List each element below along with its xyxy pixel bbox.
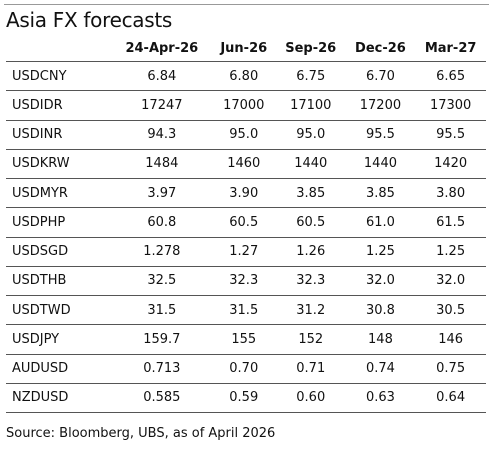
forecast-cell: 148: [345, 324, 416, 355]
forecast-cell: 17300: [415, 90, 486, 121]
forecast-cell: 1484: [112, 149, 212, 180]
forecast-cell: 60.5: [275, 207, 346, 238]
forecast-cell: 31.5: [112, 295, 212, 326]
forecast-cell: 17247: [112, 90, 212, 121]
forecast-cell: 94.3: [112, 120, 212, 150]
column-header: Dec-26: [345, 36, 416, 62]
forecast-cell: 31.5: [211, 295, 276, 326]
pair-label: USDINR: [6, 120, 112, 150]
column-header: Sep-26: [275, 36, 346, 62]
forecast-cell: 1.278: [112, 237, 212, 267]
forecast-cell: 60.8: [112, 207, 212, 238]
forecast-cell: 95.0: [211, 120, 276, 150]
column-header: 24-Apr-26: [112, 36, 212, 62]
forecast-cell: 61.5: [415, 207, 486, 238]
forecast-cell: 1.25: [415, 237, 486, 267]
forecast-cell: 0.60: [275, 383, 346, 414]
forecast-cell: 0.74: [345, 354, 416, 384]
forecast-cell: 30.8: [345, 295, 416, 326]
forecast-cell: 3.90: [211, 178, 276, 209]
forecast-cell: 146: [415, 324, 486, 355]
forecast-cell: 152: [275, 324, 346, 355]
forecast-cell: 3.80: [415, 178, 486, 209]
forecast-cell: 0.59: [211, 383, 276, 414]
fx-table: 24-Apr-26 Jun-26 Sep-26 Dec-26 Mar-27 USDCNY…: [6, 36, 486, 414]
forecast-cell: 1460: [211, 149, 276, 180]
forecast-cell: 0.64: [415, 383, 486, 414]
title: Asia FX forecasts: [6, 8, 173, 32]
forecast-cell: 32.3: [211, 266, 276, 297]
forecast-cell: 32.0: [345, 266, 416, 297]
forecast-cell: 6.80: [211, 61, 276, 92]
pair-label: USDIDR: [6, 90, 112, 121]
pair-label: USDJPY: [6, 324, 112, 355]
forecast-cell: 95.0: [275, 120, 346, 150]
forecast-cell: 0.71: [275, 354, 346, 384]
pair-label: USDSGD: [6, 237, 112, 267]
table-row: USDPHP 60.8 60.5 60.5 61.0 61.5: [6, 207, 486, 238]
forecast-cell: 95.5: [415, 120, 486, 150]
table-row: USDCNY 6.84 6.80 6.75 6.70 6.65: [6, 61, 486, 92]
forecast-cell: 61.0: [345, 207, 416, 238]
forecast-cell: 155: [211, 324, 276, 355]
forecast-cell: 6.84: [112, 61, 212, 92]
column-header: Mar-27: [415, 36, 486, 62]
forecast-cell: 31.2: [275, 295, 346, 326]
table-row: USDMYR 3.97 3.90 3.85 3.85 3.80: [6, 178, 486, 209]
pair-label: NZDUSD: [6, 383, 112, 414]
forecast-cell: 159.7: [112, 324, 212, 355]
table-body: USDCNY 6.84 6.80 6.75 6.70 6.65 USDIDR 17247 170…: [6, 61, 486, 414]
forecast-cell: 6.70: [345, 61, 416, 92]
pair-label: AUDUSD: [6, 354, 112, 384]
forecast-cell: 30.5: [415, 295, 486, 326]
table-row: USDTWD 31.5 31.5 31.2 30.8 30.5: [6, 295, 486, 326]
table-row: NZDUSD 0.585 0.59 0.60 0.63 0.64: [6, 383, 486, 414]
table-row: USDINR 94.3 95.0 95.0 95.5 95.5: [6, 120, 486, 150]
forecast-cell: 0.585: [112, 383, 212, 414]
forecast-cell: 6.65: [415, 61, 486, 92]
forecast-cell: 32.5: [112, 266, 212, 297]
forecast-cell: 3.97: [112, 178, 212, 209]
table-row: USDSGD 1.278 1.27 1.26 1.25 1.25: [6, 237, 486, 267]
source-note: Source: Bloomberg, UBS, as of April 2026: [6, 426, 276, 441]
table-row: AUDUSD 0.713 0.70 0.71 0.74 0.75: [6, 354, 486, 384]
pair-label: USDMYR: [6, 178, 112, 209]
forecast-cell: 1420: [415, 149, 486, 180]
pair-label: USDTHB: [6, 266, 112, 297]
forecast-cell: 6.75: [275, 61, 346, 92]
forecast-cell: 1.27: [211, 237, 276, 267]
header-row: 24-Apr-26 Jun-26 Sep-26 Dec-26 Mar-27: [6, 36, 486, 62]
forecast-cell: 17000: [211, 90, 276, 121]
forecast-cell: 0.63: [345, 383, 416, 414]
forecast-cell: 1440: [275, 149, 346, 180]
table-row: USDIDR 17247 17000 17100 17200 17300: [6, 90, 486, 121]
pair-label: USDTWD: [6, 295, 112, 326]
forecast-cell: 1.26: [275, 237, 346, 267]
forecast-cell: 0.713: [112, 354, 212, 384]
forecast-cell: 3.85: [345, 178, 416, 209]
forecast-cell: 17200: [345, 90, 416, 121]
column-header: [6, 36, 112, 62]
forecast-cell: 1.25: [345, 237, 416, 267]
forecast-cell: 95.5: [345, 120, 416, 150]
forecast-cell: 32.0: [415, 266, 486, 297]
pair-label: USDCNY: [6, 61, 112, 92]
forecast-cell: 1440: [345, 149, 416, 180]
pair-label: USDKRW: [6, 149, 112, 180]
table-header: 24-Apr-26 Jun-26 Sep-26 Dec-26 Mar-27: [6, 36, 486, 62]
pair-label: USDPHP: [6, 207, 112, 238]
forecast-cell: 0.75: [415, 354, 486, 384]
forecast-cell: 3.85: [275, 178, 346, 209]
top-rule: [4, 4, 489, 5]
table-row: USDJPY 159.7 155 152 148 146: [6, 324, 486, 355]
table-row: USDKRW 1484 1460 1440 1440 1420: [6, 149, 486, 180]
forecast-cell: 17100: [275, 90, 346, 121]
forecast-cell: 60.5: [211, 207, 276, 238]
table-row: USDTHB 32.5 32.3 32.3 32.0 32.0: [6, 266, 486, 297]
forecast-cell: 32.3: [275, 266, 346, 297]
column-header: Jun-26: [211, 36, 276, 62]
forecast-cell: 0.70: [211, 354, 276, 384]
